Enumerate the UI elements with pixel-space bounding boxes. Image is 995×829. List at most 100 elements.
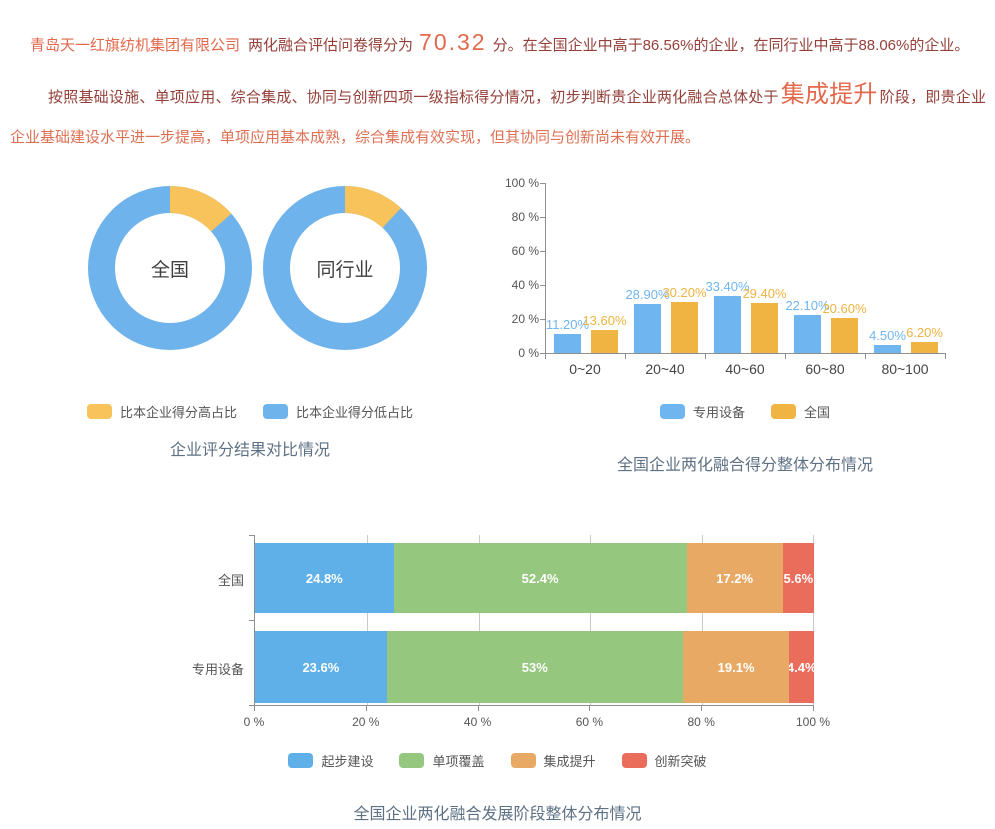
stage-name: 集成提升 (780, 81, 878, 108)
donut-label: 全国 (150, 259, 189, 281)
stacked-segment-label: 19.1% (717, 659, 755, 675)
x-axis-tick (625, 354, 626, 359)
bar-special-equipment (874, 345, 901, 353)
x-axis-tick-label: 100 % (795, 715, 831, 729)
stacked-bar-row: 24.8% 52.4% 17.2% 5.6% (255, 543, 814, 613)
bar-special-equipment (714, 296, 741, 353)
stage-text-mid: 阶段，即贵企业 (879, 89, 986, 106)
x-axis-tick (589, 706, 591, 711)
bar-value-label: 29.40% (742, 286, 787, 302)
stacked-segment-单项覆盖: 53% (386, 631, 683, 703)
bar-plot-area: 11.20% 13.60% 28.90% 30.20% 33.40% 29.40% 22.1… (545, 183, 946, 354)
bar-special-equipment (634, 303, 661, 353)
gridline (590, 535, 592, 705)
x-axis-tick (813, 706, 814, 711)
x-axis-category-label: 80~100 (881, 361, 929, 377)
bar-value-label: 22.10% (785, 298, 830, 314)
legend-swatch (621, 753, 647, 768)
bar-value-label: 13.60% (582, 312, 627, 328)
y-axis-tick-label: 40 % (511, 278, 539, 292)
stacked-segment-集成提升: 19.1% (682, 631, 790, 703)
legend-label: 创新突破 (654, 754, 707, 769)
y-axis-tick-label: 60 % (511, 244, 539, 258)
stacked-segment-label: 24.8% (305, 570, 343, 586)
legend-label: 起步建设 (321, 754, 374, 769)
stage-text-lead: 按照基础设施、单项应用、综合集成、协同与创新四项一级指标得分情况，初步判断贵企业… (48, 89, 779, 106)
y-axis-tick (249, 535, 254, 536)
legend-label: 比本企业得分低占比 (296, 405, 414, 420)
bar-chart-title: 全国企业两化融合得分整体分布情况 (616, 457, 873, 474)
x-axis-tick-label: 0 % (243, 715, 265, 729)
donut-comparison-chart: 全国 同行业 (0, 183, 510, 353)
y-axis-tick-label: 20 % (511, 312, 539, 326)
company-name: 青岛天一红旗纺机集团有限公司 (30, 37, 241, 54)
y-axis-category-label: 全国 (217, 573, 244, 588)
y-axis-category-label: 专用设备 (191, 662, 244, 677)
donut-chart-title: 企业评分结果对比情况 (169, 442, 330, 459)
x-axis-tick (365, 706, 367, 711)
x-axis-tick (865, 354, 866, 359)
y-axis-tick (540, 353, 545, 354)
score-prefix-text: 两化融合评估问卷得分为 (248, 37, 414, 54)
x-axis-tick (701, 706, 703, 711)
bar-value-label: 30.20% (662, 284, 707, 300)
stacked-chart-legend: 起步建设 单项覆盖 集成提升 创新突破 (0, 751, 995, 770)
legend-item: 创新突破 (621, 751, 707, 770)
stacked-chart-title: 全国企业两化融合发展阶段整体分布情况 (353, 806, 642, 823)
gridline (702, 535, 704, 705)
bar-national (831, 317, 858, 353)
score-suffix-text: 分。在全国企业中高于86.56%的企业，在同行业中高于88.06%的企业。 (492, 37, 970, 54)
x-axis-category-label: 20~40 (645, 361, 685, 377)
stacked-segment-起步建设: 23.6% (255, 631, 387, 703)
bar-national (751, 303, 778, 353)
y-axis-tick (249, 620, 254, 621)
bar-special-equipment (794, 315, 821, 353)
gridline (813, 535, 814, 705)
bar-value-label: 4.50% (869, 328, 906, 344)
donut-national: 全国 (85, 183, 255, 353)
bar-chart-legend: 专用设备 全国 (540, 402, 950, 421)
y-axis-tick-label: 80 % (511, 210, 539, 224)
bar-value-label: 33.40% (705, 279, 750, 295)
legend-label: 单项覆盖 (432, 754, 485, 769)
stacked-segment-起步建设: 24.8% (255, 543, 394, 613)
stacked-segment-创新突破: 5.6% (782, 543, 814, 613)
x-axis-tick (945, 354, 946, 359)
bar-national (591, 329, 618, 353)
legend-label: 比本企业得分高占比 (119, 405, 237, 420)
x-axis-tick (545, 354, 546, 359)
bar-value-label: 6.20% (906, 325, 943, 341)
bar-national (671, 301, 698, 353)
x-axis-tick (785, 354, 786, 359)
legend-label: 专用设备 (692, 405, 745, 420)
y-axis-tick (540, 319, 545, 320)
x-axis-tick-label: 40 % (463, 715, 492, 729)
legend-swatch (288, 753, 314, 768)
stacked-bar-row: 23.6% 53% 19.1% 4.4% (255, 631, 814, 703)
score-value: 70.32 (419, 29, 487, 55)
stacked-segment-label: 53% (521, 659, 548, 675)
legend-swatch (659, 404, 685, 419)
y-axis-tick-label: 100 % (504, 176, 539, 190)
bar-value-label: 28.90% (625, 286, 670, 302)
legend-item: 比本企业得分低占比 (263, 402, 413, 421)
gridline (366, 535, 368, 705)
donut-chart-legend: 比本企业得分高占比 比本企业得分低占比 (30, 402, 470, 421)
stage-text-detail: 企业基础建设水平进一步提高，单项应用基本成熟，综合集成有效实现，但其协同与创新尚… (10, 129, 701, 146)
stacked-plot-area: 24.8% 52.4% 17.2% 5.6% 23.6% 53% 19.1% 4.4% (254, 535, 814, 706)
score-summary-line: 青岛天一红旗纺机集团有限公司 两化融合评估问卷得分为 70.32 分。在全国企业中高于… (30, 29, 969, 56)
y-axis-tick (540, 251, 545, 252)
legend-label: 集成提升 (543, 754, 596, 769)
gridline (478, 535, 480, 705)
x-axis-category-label: 40~60 (725, 361, 765, 377)
x-axis-tick-label: 20 % (352, 715, 380, 729)
legend-swatch (510, 753, 536, 768)
legend-item: 起步建设 (288, 751, 373, 770)
bar-value-label: 20.60% (822, 300, 867, 316)
stacked-segment-label: 17.2% (716, 570, 754, 586)
stacked-segment-label: 52.4% (521, 570, 559, 586)
y-axis-tick (540, 217, 545, 218)
bar-value-label: 11.20% (545, 316, 590, 332)
x-axis-category-label: 60~80 (805, 361, 845, 377)
